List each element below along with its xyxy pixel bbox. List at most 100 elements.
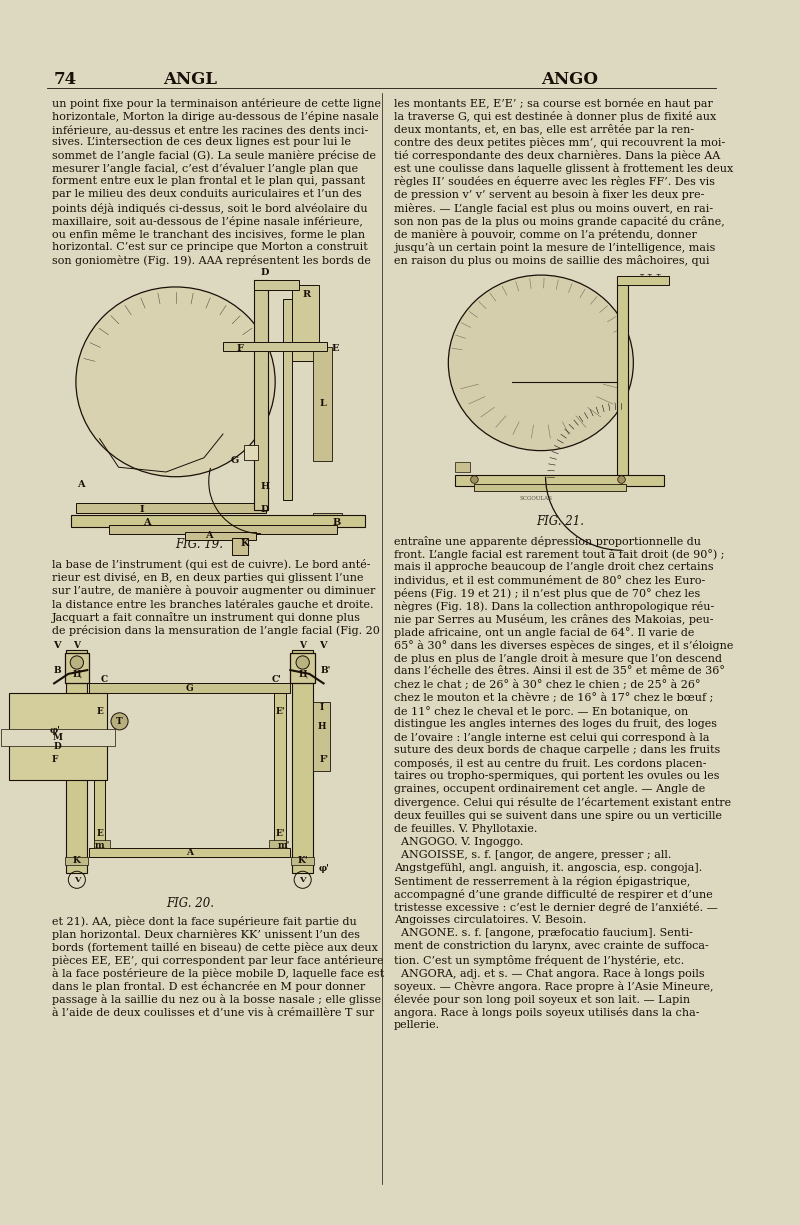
Text: ANGO: ANGO bbox=[541, 71, 598, 88]
Text: horizontal. C’est sur ce principe que Morton a construit: horizontal. C’est sur ce principe que Mo… bbox=[52, 241, 368, 252]
Text: H: H bbox=[260, 481, 270, 491]
Text: V: V bbox=[74, 641, 80, 650]
Text: ANGOGO. V. Ingoggo.: ANGOGO. V. Ingoggo. bbox=[394, 837, 523, 846]
Circle shape bbox=[111, 713, 128, 730]
Text: ANGORA, adj. et s. — Chat angora. Race à longs poils: ANGORA, adj. et s. — Chat angora. Race à… bbox=[394, 968, 704, 979]
Text: Angoisses circulatoires. V. Besoin.: Angoisses circulatoires. V. Besoin. bbox=[394, 915, 586, 925]
Text: les montants EE, E’E’ ; sa course est bornée en haut par: les montants EE, E’E’ ; sa course est bo… bbox=[394, 98, 713, 109]
Text: jusqu’à un certain point la mesure de l’intelligence, mais: jusqu’à un certain point la mesure de l’… bbox=[394, 241, 715, 252]
Text: péens (Fig. 19 et 21) ; il n’est plus que de 70° chez les: péens (Fig. 19 et 21) ; il n’est plus qu… bbox=[394, 588, 700, 599]
Bar bbox=[313, 702, 330, 771]
Text: F': F' bbox=[320, 755, 329, 763]
Text: FIG. 21.: FIG. 21. bbox=[536, 514, 584, 528]
Text: E: E bbox=[96, 707, 103, 717]
Text: angora. Race à longs poils soyeux utilisés dans la cha-: angora. Race à longs poils soyeux utilis… bbox=[394, 1007, 699, 1018]
Text: T: T bbox=[116, 717, 123, 726]
Bar bbox=[282, 299, 292, 501]
Text: la distance entre les branches latérales gauche et droite.: la distance entre les branches latérales… bbox=[52, 599, 374, 610]
Text: m': m' bbox=[278, 842, 290, 850]
Bar bbox=[292, 285, 319, 361]
Text: rieur est divisé, en B, en deux parties qui glissent l’une: rieur est divisé, en B, en deux parties … bbox=[52, 572, 364, 583]
Text: soyeux. — Chèvre angora. Race propre à l’Asie Mineure,: soyeux. — Chèvre angora. Race propre à l… bbox=[394, 981, 714, 992]
Text: T  T  T: T T T bbox=[639, 273, 661, 279]
Text: sommet de l’angle facial (G). La seule manière précise de: sommet de l’angle facial (G). La seule m… bbox=[52, 151, 376, 162]
Text: plade africaine, ont un angle facial de 64°. Il varie de: plade africaine, ont un angle facial de … bbox=[394, 627, 694, 638]
Text: un point fixe pour la terminaison antérieure de cette ligne: un point fixe pour la terminaison antéri… bbox=[52, 98, 381, 109]
Bar bbox=[71, 514, 366, 527]
Bar bbox=[313, 347, 332, 461]
Text: E': E' bbox=[275, 707, 285, 717]
Bar bbox=[1, 729, 115, 746]
Bar bbox=[244, 446, 258, 459]
Bar bbox=[274, 693, 286, 849]
Bar bbox=[233, 539, 248, 555]
Text: chez le chat ; de 26° à 30° chez le chien ; de 25° à 26°: chez le chat ; de 26° à 30° chez le chie… bbox=[394, 680, 700, 690]
Circle shape bbox=[296, 655, 310, 669]
Text: D: D bbox=[261, 268, 269, 277]
Text: maxillaire, soit au-dessous de l’épine nasale inférieure,: maxillaire, soit au-dessous de l’épine n… bbox=[52, 216, 363, 227]
Text: Angstgefühl, angl. anguish, it. angoscia, esp. congoja].: Angstgefühl, angl. anguish, it. angoscia… bbox=[394, 862, 702, 873]
Text: F: F bbox=[52, 755, 58, 763]
Text: I: I bbox=[319, 703, 324, 712]
Text: G: G bbox=[230, 456, 238, 466]
Bar bbox=[89, 848, 290, 857]
Circle shape bbox=[70, 655, 83, 669]
Text: par le milieu des deux conduits auriculaires et l’un des: par le milieu des deux conduits auricula… bbox=[52, 190, 362, 200]
Text: V: V bbox=[53, 641, 61, 650]
Text: C: C bbox=[101, 675, 108, 684]
Text: ou enfin même le tranchant des incisives, forme le plan: ou enfin même le tranchant des incisives… bbox=[52, 229, 366, 240]
Text: pièces EE, EE’, qui correspondent par leur face antérieure: pièces EE, EE’, qui correspondent par le… bbox=[52, 956, 384, 967]
Bar bbox=[617, 278, 628, 481]
Text: de manière à pouvoir, comme on l’a prétendu, donner: de manière à pouvoir, comme on l’a préte… bbox=[394, 229, 697, 240]
Text: E: E bbox=[96, 829, 103, 838]
Text: individus, et il est communément de 80° chez les Euro-: individus, et il est communément de 80° … bbox=[394, 575, 705, 586]
Bar bbox=[9, 693, 107, 780]
Text: K: K bbox=[73, 856, 81, 865]
Text: de plus en plus de l’angle droit à mesure que l’on descend: de plus en plus de l’angle droit à mesur… bbox=[394, 653, 722, 664]
Circle shape bbox=[618, 475, 626, 484]
Bar bbox=[474, 484, 626, 491]
Text: nègres (Fig. 18). Dans la collection anthropologique réu-: nègres (Fig. 18). Dans la collection ant… bbox=[394, 601, 714, 612]
Text: Ц: Ц bbox=[298, 669, 307, 679]
Text: deux montants, et, en bas, elle est arrêtée par la ren-: deux montants, et, en bas, elle est arrê… bbox=[394, 124, 694, 135]
Text: deux feuilles qui se suivent dans une spire ou un verticille: deux feuilles qui se suivent dans une sp… bbox=[394, 811, 722, 821]
Text: nie par Serres au Muséum, les crânes des Makoias, peu-: nie par Serres au Muséum, les crânes des… bbox=[394, 614, 714, 625]
Text: de 11° chez le cheval et le porc. — En botanique, on: de 11° chez le cheval et le porc. — En b… bbox=[394, 706, 688, 717]
Text: la traverse G, qui est destinée à donner plus de fixité aux: la traverse G, qui est destinée à donner… bbox=[394, 110, 716, 121]
Text: de pression v’ v’ servent au besoin à fixer les deux pre-: de pression v’ v’ servent au besoin à fi… bbox=[394, 190, 704, 201]
Text: entraîne une apparente dépression proportionnelle du: entraîne une apparente dépression propor… bbox=[394, 535, 701, 546]
Text: taires ou tropho-spermiques, qui portent les ovules ou les: taires ou tropho-spermiques, qui portent… bbox=[394, 772, 719, 782]
Text: A: A bbox=[186, 848, 194, 856]
Text: K: K bbox=[241, 539, 249, 548]
Text: et 21). AA, pièce dont la face supérieure fait partie du: et 21). AA, pièce dont la face supérieur… bbox=[52, 916, 357, 927]
Bar bbox=[292, 650, 313, 873]
Text: V: V bbox=[318, 641, 326, 650]
Text: à l’aide de deux coulisses et d’une vis à crémaillère T sur: à l’aide de deux coulisses et d’une vis … bbox=[52, 1007, 374, 1018]
Circle shape bbox=[470, 475, 478, 484]
Text: L: L bbox=[319, 399, 326, 408]
Bar bbox=[313, 513, 342, 521]
Text: est une coulisse dans laquelle glissent à frottement les deux: est une coulisse dans laquelle glissent … bbox=[394, 163, 733, 174]
Bar bbox=[66, 858, 88, 865]
Text: sur l’autre, de manière à pouvoir augmenter ou diminuer: sur l’autre, de manière à pouvoir augmen… bbox=[52, 586, 375, 597]
Text: bords (fortement taillé en biseau) de cette pièce aux deux: bords (fortement taillé en biseau) de ce… bbox=[52, 942, 378, 953]
Text: ment de constriction du larynx, avec crainte de suffoca-: ment de constriction du larynx, avec cra… bbox=[394, 942, 709, 952]
Bar bbox=[89, 684, 290, 693]
Text: pellerie.: pellerie. bbox=[394, 1020, 440, 1030]
Text: F: F bbox=[237, 344, 243, 353]
Text: dans l’échelle des êtres. Ainsi il est de 35° et même de 36°: dans l’échelle des êtres. Ainsi il est d… bbox=[394, 666, 725, 676]
Bar bbox=[254, 281, 267, 510]
Text: FIG. 19.: FIG. 19. bbox=[175, 539, 223, 551]
Text: SCGOULAS: SCGOULAS bbox=[519, 496, 553, 501]
Text: D: D bbox=[54, 741, 62, 751]
Text: R: R bbox=[302, 290, 310, 299]
Text: mières. — L’angle facial est plus ou moins ouvert, en rai-: mières. — L’angle facial est plus ou moi… bbox=[394, 202, 713, 213]
Text: front. L’angle facial est rarement tout à fait droit (de 90°) ;: front. L’angle facial est rarement tout … bbox=[394, 549, 724, 560]
Bar bbox=[254, 281, 299, 290]
Text: élevée pour son long poil soyeux et son lait. — Lapin: élevée pour son long poil soyeux et son … bbox=[394, 993, 690, 1004]
Text: E: E bbox=[331, 344, 338, 353]
Text: ANGONE. s. f. [angone, præfocatio faucium]. Senti-: ANGONE. s. f. [angone, præfocatio fauciu… bbox=[394, 929, 693, 938]
Text: D: D bbox=[261, 506, 269, 514]
Text: règles II’ soudées en équerre avec les règles FF’. Des vis: règles II’ soudées en équerre avec les r… bbox=[394, 176, 714, 187]
Text: V: V bbox=[74, 876, 80, 883]
